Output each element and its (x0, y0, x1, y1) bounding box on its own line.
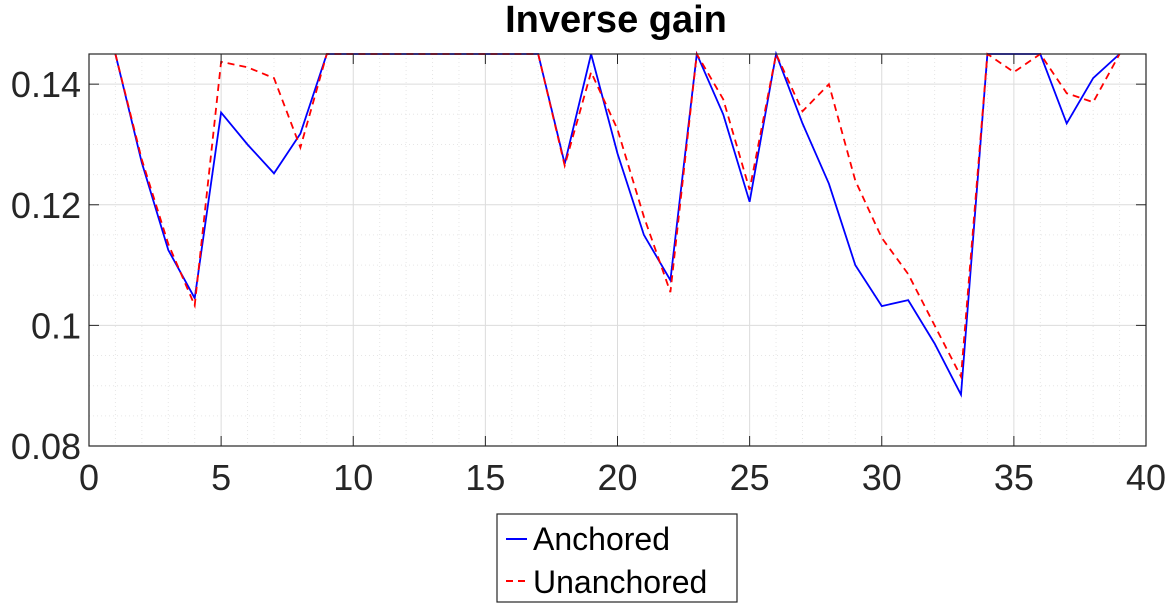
y-axis: 0.08 0.1 0.12 0.14 (11, 64, 1146, 467)
x-tick-label: 5 (211, 457, 231, 498)
x-axis: 0 5 10 15 20 25 30 35 40 (79, 54, 1166, 498)
series-line-anchored (114, 50, 1121, 398)
x-tick-label: 15 (465, 457, 505, 498)
chart-title: Inverse gain (505, 0, 727, 41)
y-tick-label: 0.1 (31, 305, 81, 346)
series-layer (114, 50, 1121, 398)
x-tick-label: 20 (597, 457, 637, 498)
x-tick-label: 35 (994, 457, 1034, 498)
x-tick-label: 0 (79, 457, 99, 498)
legend-box (496, 513, 738, 603)
legend-label-unanchored: Unanchored (533, 564, 707, 600)
y-tick-label: 0.14 (11, 64, 81, 105)
series-line-unanchored (114, 51, 1121, 380)
x-tick-label: 30 (862, 457, 902, 498)
y-tick-label: 0.12 (11, 185, 81, 226)
legend: Anchored Unanchored (496, 513, 738, 603)
legend-label-anchored: Anchored (533, 521, 670, 557)
x-tick-label: 40 (1126, 457, 1166, 498)
y-tick-label: 0.08 (11, 426, 81, 467)
x-tick-label: 25 (730, 457, 770, 498)
x-tick-label: 10 (333, 457, 373, 498)
